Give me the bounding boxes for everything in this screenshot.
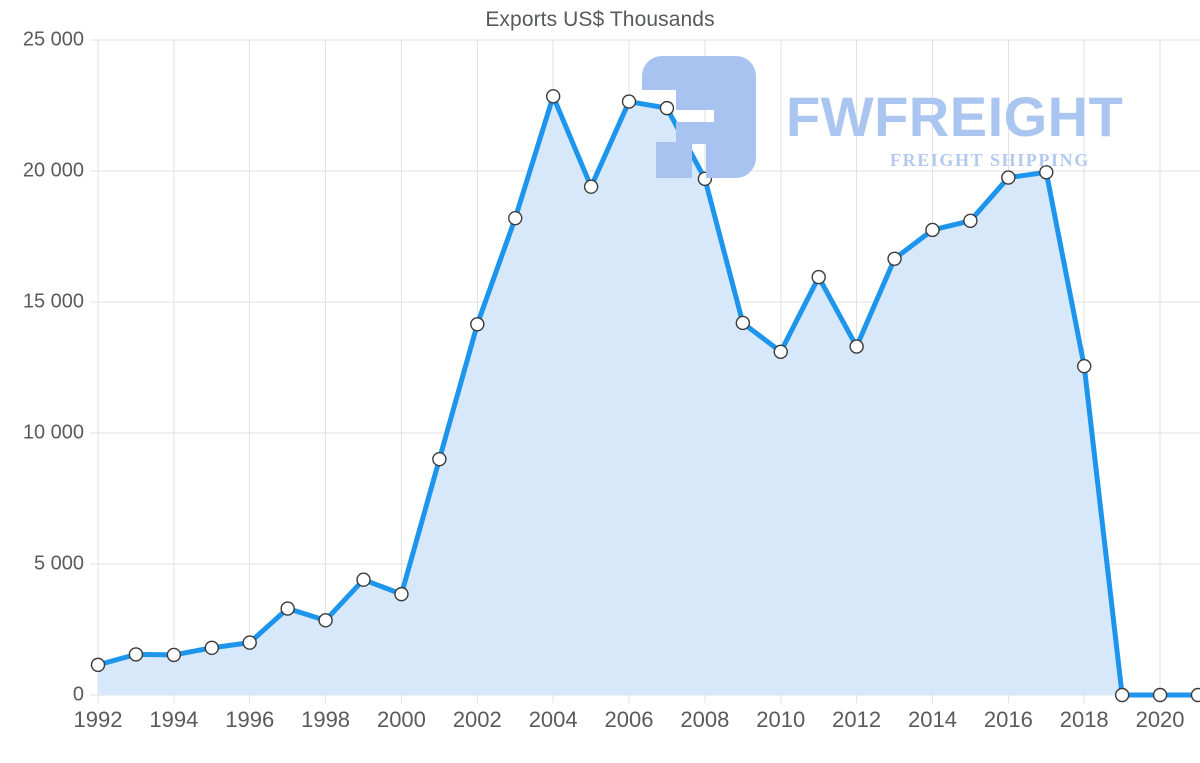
data-point-marker[interactable]	[128, 647, 144, 662]
data-point-marker[interactable]	[432, 452, 447, 467]
data-point-marker[interactable]	[394, 586, 409, 602]
data-point-marker[interactable]	[1190, 687, 1200, 703]
x-axis-tick-label: 2006	[604, 707, 654, 732]
data-point-marker[interactable]	[887, 251, 902, 266]
data-point-marker[interactable]	[621, 94, 637, 109]
y-axis-tick-label: 5 000	[33, 552, 84, 575]
data-point-marker[interactable]	[242, 635, 257, 650]
data-point-marker[interactable]	[849, 339, 864, 354]
data-point-marker[interactable]	[963, 213, 978, 228]
y-axis-tick-label: 10 000	[22, 421, 84, 444]
y-axis-tick-label: 20 000	[22, 159, 84, 182]
x-axis-tick-label: 2012	[832, 707, 882, 732]
chart-title: Exports US$ Thousands	[485, 8, 715, 31]
data-point-marker[interactable]	[735, 315, 751, 331]
data-point-marker[interactable]	[925, 222, 940, 238]
x-axis-tick-label: 2000	[376, 707, 426, 732]
data-point-marker[interactable]	[356, 572, 371, 587]
x-axis-tick-label: 2008	[680, 707, 730, 732]
data-point-marker[interactable]	[1152, 687, 1168, 703]
x-axis-tick-label: 2004	[528, 707, 578, 732]
y-axis-tick-label: 0	[72, 683, 84, 706]
data-point-marker[interactable]	[90, 657, 106, 673]
x-axis-tick-label: 2018	[1059, 707, 1109, 732]
data-point-marker[interactable]	[583, 179, 599, 194]
data-point-marker[interactable]	[318, 613, 333, 628]
y-axis-tick-label: 15 000	[22, 290, 84, 313]
data-point-marker[interactable]	[508, 210, 523, 226]
data-point-marker[interactable]	[659, 100, 675, 116]
area-fill	[98, 96, 1198, 695]
data-point-marker[interactable]	[545, 89, 561, 104]
data-point-marker[interactable]	[280, 601, 295, 616]
y-axis-tick-label: 25 000	[22, 28, 84, 51]
x-axis-tick-label: 1996	[225, 707, 275, 732]
data-point-marker[interactable]	[166, 647, 182, 663]
data-markers	[90, 89, 1200, 703]
x-axis-tick-label: 2016	[983, 707, 1033, 732]
data-point-marker[interactable]	[697, 171, 713, 187]
x-axis-tick-label: 1998	[301, 707, 351, 732]
data-point-marker[interactable]	[1114, 687, 1130, 703]
data-point-marker[interactable]	[1039, 165, 1054, 180]
data-point-marker[interactable]	[1077, 358, 1092, 374]
data-point-marker[interactable]	[1001, 170, 1016, 185]
x-axis-tick-label: 2014	[907, 707, 957, 732]
data-point-marker[interactable]	[204, 640, 219, 656]
x-axis-tick-label: 2010	[756, 707, 806, 732]
data-point-marker[interactable]	[773, 344, 788, 359]
x-axis-tick-label: 2020	[1135, 707, 1185, 732]
x-axis-tick-label: 1994	[149, 707, 199, 732]
x-axis-tick-label: 1992	[73, 707, 123, 732]
data-point-marker[interactable]	[470, 317, 485, 332]
data-point-marker[interactable]	[811, 269, 826, 285]
x-axis-tick-label: 2002	[452, 707, 502, 732]
